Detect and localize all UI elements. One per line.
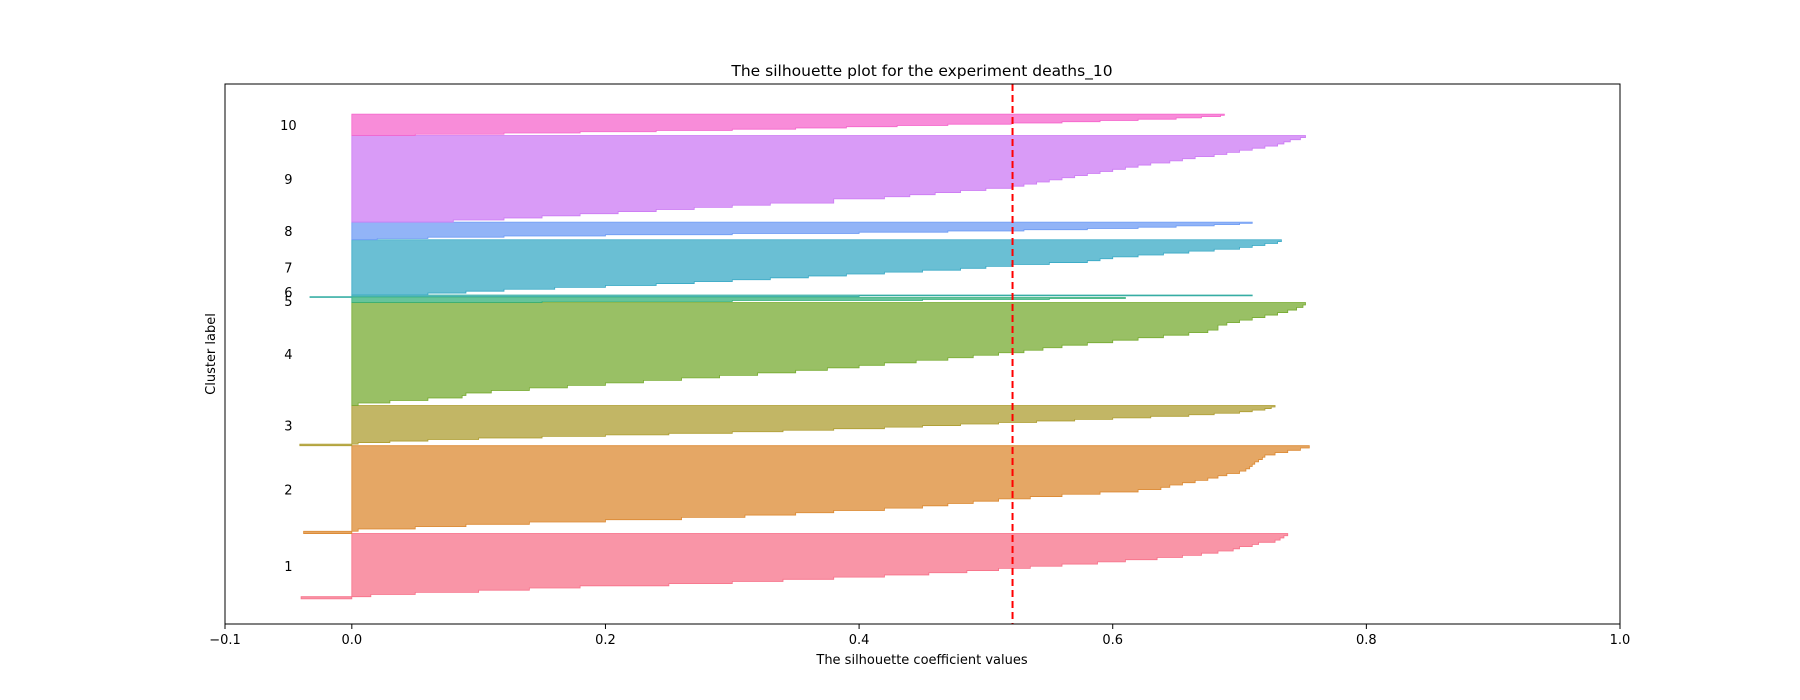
silhouette-band-cluster-4 [351,302,1306,406]
x-tick-label: 0.4 [849,633,870,648]
plot-frame [224,83,1621,625]
chart-title: The silhouette plot for the experiment d… [730,62,1112,81]
silhouette-band-cluster-8 [351,221,1253,241]
silhouette-bands [299,113,1310,600]
silhouette-band-cluster-6 [309,294,1253,298]
silhouette-band-cluster-1 [300,533,1289,600]
cluster-label-3: 3 [284,420,292,435]
silhouette-band-cluster-7 [351,239,1282,296]
x-tick-label: −0.1 [209,633,241,648]
cluster-label-10: 10 [280,119,297,134]
x-tick-label: 0.0 [341,633,362,648]
x-tick-label: 0.6 [1102,633,1123,648]
silhouette-band-cluster-2 [303,445,1310,534]
cluster-label-8: 8 [284,225,292,240]
y-axis-label: Cluster label [204,313,219,395]
x-axis-label: The silhouette coefficient values [815,653,1027,668]
cluster-label-4: 4 [284,348,292,363]
x-tick-label: 0.2 [595,633,616,648]
silhouette-band-cluster-9 [351,135,1306,223]
x-axis-ticks: −0.1 0.0 0.2 0.4 0.6 0.8 1.0 [209,624,1630,648]
cluster-label-9: 9 [284,173,292,188]
x-tick-label: 1.0 [1610,633,1631,648]
silhouette-band-cluster-10 [351,113,1225,136]
cluster-label-6: 6 [284,286,292,301]
cluster-label-5: 5 [284,295,292,310]
silhouette-band-cluster-3 [299,405,1276,447]
x-tick-label: 0.8 [1356,633,1377,648]
cluster-label-7: 7 [284,261,292,276]
silhouette-band-cluster-5 [351,297,1126,303]
cluster-label-2: 2 [284,484,292,499]
cluster-label-1: 1 [284,560,292,575]
cluster-label-group: 1 2 3 4 56 7 8 9 10 [280,119,297,575]
